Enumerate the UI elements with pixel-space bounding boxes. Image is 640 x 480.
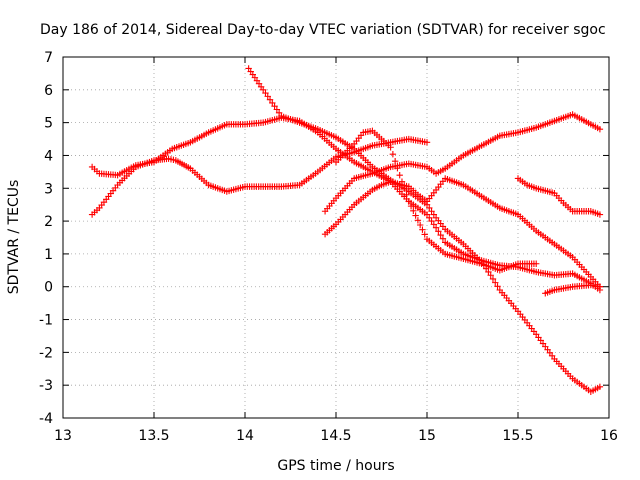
data-point xyxy=(492,279,499,286)
data-point xyxy=(398,178,406,185)
y-tick-label: 6 xyxy=(44,83,53,99)
data-point xyxy=(423,139,431,146)
x-tick-label: 15 xyxy=(418,428,436,444)
y-tick-label: 0 xyxy=(44,280,53,296)
data-point xyxy=(432,224,440,231)
data-point xyxy=(435,228,442,235)
data-point xyxy=(262,89,269,97)
data-point xyxy=(412,212,419,219)
data-point xyxy=(391,157,399,165)
y-tick-label: -4 xyxy=(39,411,53,427)
y-tick-label: 3 xyxy=(44,181,53,197)
x-tick-label: 14 xyxy=(236,428,254,444)
data-point xyxy=(487,272,494,279)
y-tick-label: 5 xyxy=(44,116,53,132)
data-point xyxy=(260,86,267,94)
data-point xyxy=(401,185,408,192)
y-axis-label: SDTVAR / TECUs xyxy=(6,180,22,295)
data-point xyxy=(410,207,417,215)
x-tick-label: 13 xyxy=(54,428,72,444)
data-point xyxy=(423,211,431,218)
x-tick-label: 14.5 xyxy=(320,428,351,444)
data-series xyxy=(332,127,540,274)
data-series xyxy=(542,281,604,297)
data-series xyxy=(321,175,604,290)
data-point xyxy=(430,211,438,218)
data-point xyxy=(387,144,394,151)
data-series xyxy=(88,135,431,218)
chart-title: Day 186 of 2014, Sidereal Day-to-day VTE… xyxy=(40,22,606,38)
data-point xyxy=(437,231,444,239)
grid xyxy=(63,57,609,418)
y-tick-label: 4 xyxy=(44,148,53,164)
data-point xyxy=(266,96,274,103)
axis-ticks: 13 13.5 14 14.5 15 15.5 16 -4 -3 -2 -1 0 1 2 3 4 5 6 7 xyxy=(39,50,618,444)
data-point xyxy=(439,235,447,242)
data-point xyxy=(533,260,540,267)
data-point xyxy=(403,191,410,199)
data-point xyxy=(428,217,435,225)
data-point xyxy=(271,103,278,110)
data-point xyxy=(494,283,501,290)
x-tick-label: 15.5 xyxy=(502,428,533,444)
data-point xyxy=(273,106,281,113)
y-tick-label: 7 xyxy=(44,50,53,66)
x-axis-label: GPS time / hours xyxy=(277,458,394,474)
data-point xyxy=(428,208,435,215)
y-tick-label: -3 xyxy=(39,378,53,394)
data-point xyxy=(405,198,412,205)
data-marks xyxy=(88,65,604,395)
x-tick-label: 16 xyxy=(600,428,618,444)
y-tick-label: -2 xyxy=(39,345,53,361)
data-point xyxy=(416,221,424,229)
data-point xyxy=(430,221,438,228)
data-point xyxy=(426,204,433,212)
x-tick-label: 13.5 xyxy=(138,428,169,444)
data-point xyxy=(264,93,271,100)
data-point xyxy=(414,217,422,224)
data-point xyxy=(426,214,433,222)
data-series xyxy=(321,111,604,215)
data-point xyxy=(419,226,426,233)
data-series xyxy=(514,175,604,218)
data-point xyxy=(275,109,283,116)
data-point xyxy=(596,211,604,218)
data-point xyxy=(407,202,415,210)
data-point xyxy=(485,268,492,276)
data-point xyxy=(596,126,604,133)
y-tick-label: 2 xyxy=(44,214,53,230)
data-point xyxy=(389,151,397,158)
data-point xyxy=(596,283,604,290)
data-point xyxy=(421,231,428,238)
data-point xyxy=(396,171,403,179)
y-tick-label: -1 xyxy=(39,313,53,329)
data-point xyxy=(596,383,604,391)
data-point xyxy=(269,99,276,107)
y-tick-label: 1 xyxy=(44,247,53,263)
data-point xyxy=(489,275,497,283)
data-point xyxy=(394,164,401,172)
